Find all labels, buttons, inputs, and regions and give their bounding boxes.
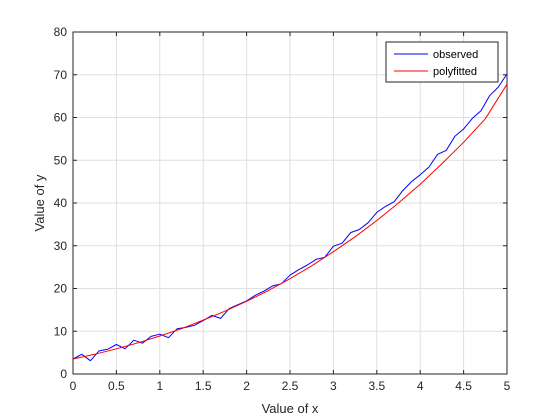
y-tick-label: 70: [54, 68, 68, 82]
x-tick-label: 3: [330, 379, 337, 393]
legend-label-observed: observed: [433, 49, 478, 61]
y-tick-label: 80: [54, 25, 68, 39]
legend-box: [385, 41, 499, 83]
y-tick-label: 20: [54, 282, 68, 296]
legend: observed polyfitted: [385, 41, 499, 83]
y-tick-label: 40: [54, 196, 68, 210]
series-line-polyfitted: [72, 83, 508, 360]
y-tick-label: 30: [54, 239, 68, 253]
x-axis-label: Value of x: [262, 401, 319, 416]
legend-label-polyfitted: polyfitted: [433, 66, 477, 78]
y-tick-label: 10: [54, 324, 68, 338]
x-tick-label: 4: [417, 379, 424, 393]
x-tick-label: 5: [504, 379, 511, 393]
x-tick-label: 0.5: [108, 379, 125, 393]
x-tick-label: 3.5: [368, 379, 385, 393]
y-tick-label: 50: [54, 153, 68, 167]
x-tick-label: 1: [156, 379, 163, 393]
series-layer: [72, 73, 508, 362]
x-tick-label: 1.5: [195, 379, 212, 393]
x-tick-label: 2: [243, 379, 250, 393]
y-tick-label: 0: [60, 367, 67, 381]
y-tick-label: 60: [54, 111, 68, 125]
x-tick-label: 2.5: [282, 379, 299, 393]
x-tick-label: 4.5: [455, 379, 472, 393]
x-tick-label: 0: [70, 379, 77, 393]
y-axis-label: Value of y: [32, 174, 47, 231]
